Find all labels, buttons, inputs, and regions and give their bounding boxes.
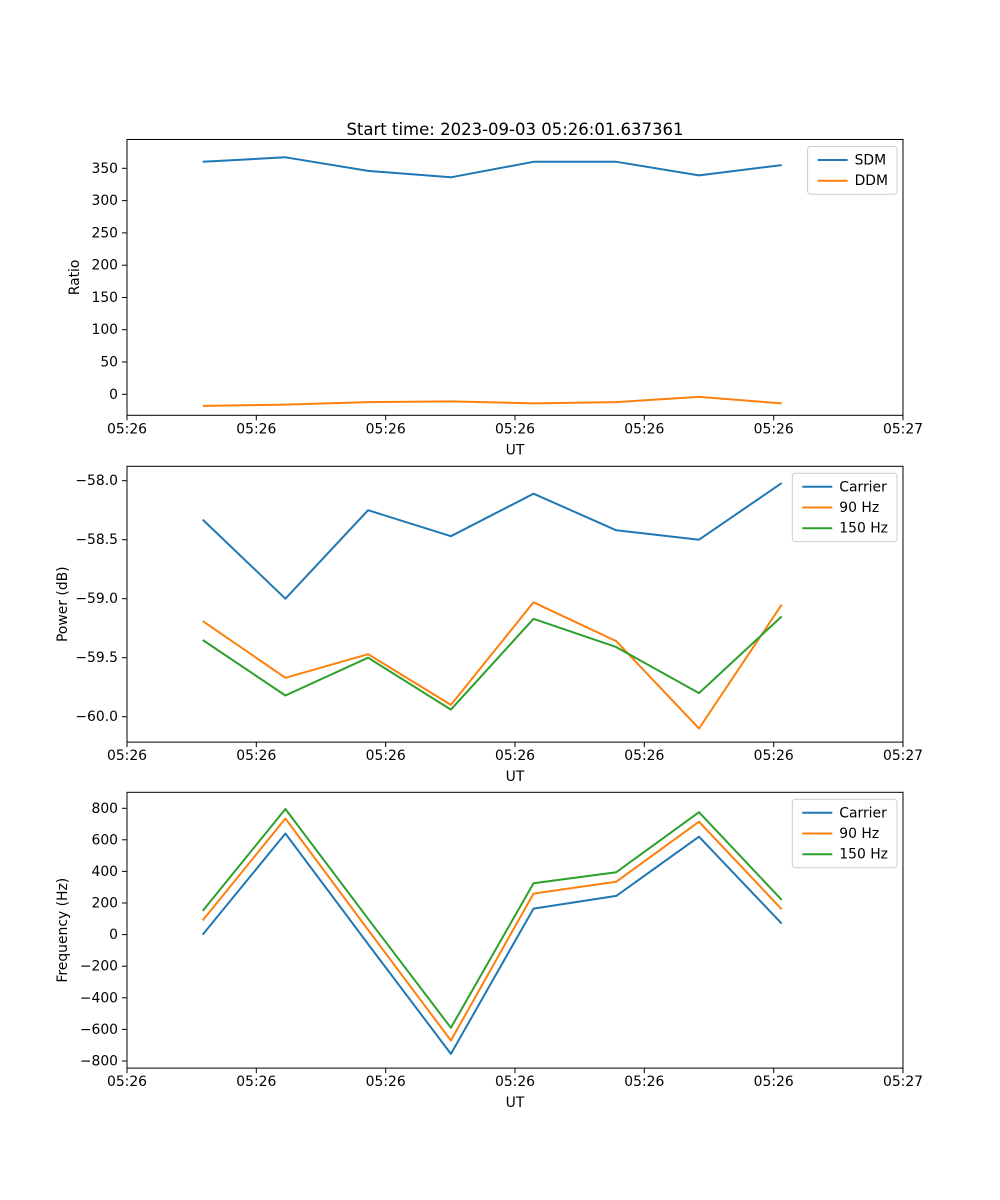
150-hz-line [202, 615, 783, 711]
y-axis-tick-label: −59.5 [75, 650, 118, 666]
y-axis-tick-label: −200 [80, 959, 118, 975]
y-axis-tick-label: 0 [109, 387, 118, 403]
y-axis-tick-label: −60.0 [75, 709, 118, 725]
90-hz-line [201, 817, 783, 1042]
legend-label: SDM [855, 153, 887, 169]
y-axis-tick-label: −58.0 [75, 473, 118, 489]
ddm-line [202, 395, 782, 407]
90-hz-line [202, 601, 783, 730]
x-axis-tick-label: 05:26 [624, 748, 664, 764]
y-axis-tick-label: 200 [91, 896, 118, 912]
y-axis-tick-label: 0 [109, 927, 118, 943]
y-axis-tick-label: −600 [80, 1022, 118, 1038]
carrier-line [201, 832, 783, 1055]
x-axis-tick-label: 05:27 [883, 1074, 923, 1090]
y-axis-tick-label: 50 [100, 355, 118, 371]
x-axis-tick-label: 05:26 [624, 1074, 664, 1090]
x-axis-tick-label: 05:26 [366, 748, 406, 764]
x-axis-tick-label: 05:26 [107, 421, 147, 437]
y-axis-tick-label: 800 [91, 801, 118, 817]
y-axis-label: Power (dB) [55, 566, 71, 642]
x-axis-tick-label: 05:26 [754, 1074, 794, 1090]
legend-label: 150 Hz [839, 847, 888, 863]
legend: SDM DDM [807, 146, 898, 195]
x-axis-tick-label: 05:26 [754, 421, 794, 437]
y-axis-tick-label: −58.5 [75, 532, 118, 548]
legend-label: 90 Hz [839, 500, 879, 516]
x-axis-label: UT [506, 769, 525, 785]
legend-label: 90 Hz [839, 826, 879, 842]
sdm-line [202, 156, 782, 179]
x-axis-label: UT [506, 442, 525, 458]
legend: Carrier 90 Hz 150 Hz [791, 472, 898, 543]
y-axis-label: Frequency (Hz) [55, 878, 71, 983]
x-axis-tick-label: 05:26 [366, 1074, 406, 1090]
y-axis-tick-label: 300 [91, 193, 118, 209]
x-axis-tick-label: 05:26 [495, 421, 535, 437]
legend-label: Carrier [839, 479, 887, 495]
legend-box [791, 798, 898, 869]
power-chart: −58.0 −58.5 −59.0 −59.5 −60.0 05:26 05:26 05:26… [55, 465, 923, 785]
y-axis-tick-label: 350 [91, 161, 118, 177]
150-hz-line [201, 808, 783, 1029]
y-axis-tick-label: 150 [91, 290, 118, 306]
x-axis-tick-label: 05:26 [107, 748, 147, 764]
carrier-line [202, 482, 783, 600]
legend-label: 150 Hz [839, 521, 888, 537]
y-axis-tick-label: 250 [91, 225, 118, 241]
y-axis-tick-label: 600 [91, 832, 118, 848]
x-axis-tick-label: 05:26 [236, 1074, 276, 1090]
axes-frame [126, 139, 904, 416]
x-axis-tick-label: 05:26 [236, 748, 276, 764]
y-axis-tick-label: 100 [91, 322, 118, 338]
y-axis-tick-label: −400 [80, 990, 118, 1006]
x-axis-tick-label: 05:26 [495, 1074, 535, 1090]
x-axis-tick-label: 05:26 [624, 421, 664, 437]
legend-label: Carrier [839, 805, 887, 821]
legend-label: DDM [855, 173, 888, 189]
y-axis-label: Ratio [67, 260, 83, 296]
y-axis-tick-label: −59.0 [75, 591, 118, 607]
ratio-chart: 0 50 100 150 200 250 300 350 05:26 05:26 05:26 05:2… [67, 139, 923, 458]
y-axis-tick-label: 400 [91, 864, 118, 880]
axes-frame [126, 791, 904, 1069]
x-axis-label: UT [506, 1095, 525, 1111]
y-axis-tick-label: 200 [91, 258, 118, 274]
x-axis-tick-label: 05:26 [495, 748, 535, 764]
x-axis-tick-label: 05:26 [107, 1074, 147, 1090]
x-axis-tick-label: 05:26 [366, 421, 406, 437]
frequency-chart: −800 −600 −400 −200 0 200 400 600 800 05:26 05:26 0… [55, 791, 923, 1111]
x-axis-tick-label: 05:26 [754, 748, 794, 764]
x-axis-tick-label: 05:27 [883, 421, 923, 437]
legend: Carrier 90 Hz 150 Hz [791, 798, 898, 869]
x-axis-tick-label: 05:26 [236, 421, 276, 437]
y-axis-tick-label: −800 [80, 1054, 118, 1070]
x-axis-tick-label: 05:27 [883, 748, 923, 764]
legend-box [807, 146, 898, 195]
legend-box [791, 472, 898, 543]
axes-frame [126, 465, 904, 743]
chart-title: Start time: 2023-09-03 05:26:01.637361 [346, 120, 684, 139]
